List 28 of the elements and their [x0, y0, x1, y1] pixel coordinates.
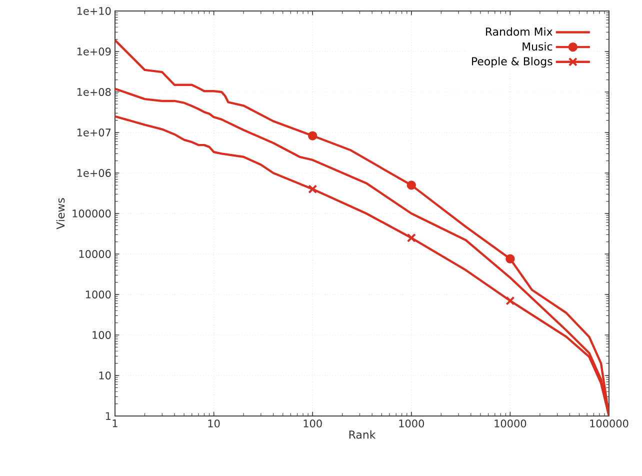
x-tick-label: 1: [112, 420, 118, 428]
point: [406, 180, 416, 190]
y-tick-label: 100000: [72, 210, 111, 218]
x-tick-label: 1000: [399, 420, 424, 428]
legend-label: Music: [522, 42, 552, 51]
y-tick-label: 100: [92, 331, 111, 339]
point: [506, 254, 515, 264]
y-tick-label: 1e+09: [77, 48, 111, 56]
x-tick-label: 100000: [590, 420, 628, 428]
y-tick-label: 1: [106, 412, 111, 420]
x-tick-label: 10000: [494, 420, 526, 428]
y-tick-label: 1e+10: [77, 7, 111, 15]
y-tick-label: 1000: [86, 290, 111, 298]
legend-label: People & Blogs: [472, 56, 552, 68]
x-axis-title: Rank: [349, 430, 376, 439]
y-axis-title: Views: [56, 198, 65, 230]
y-tick-label: 1e+07: [77, 128, 111, 136]
point: [308, 184, 318, 194]
legend-label: Random Mix: [486, 27, 552, 36]
y-tick-label: 10: [99, 372, 111, 380]
x-tick-label: 100: [304, 420, 322, 428]
point: [406, 233, 416, 242]
x-tick-label: 10: [208, 420, 220, 428]
y-tick-label: 10000: [79, 250, 111, 258]
y-tick-label: 1e+06: [77, 169, 111, 177]
point: [506, 296, 515, 306]
y-tick-label: 1e+08: [77, 88, 111, 96]
point: [308, 131, 318, 140]
